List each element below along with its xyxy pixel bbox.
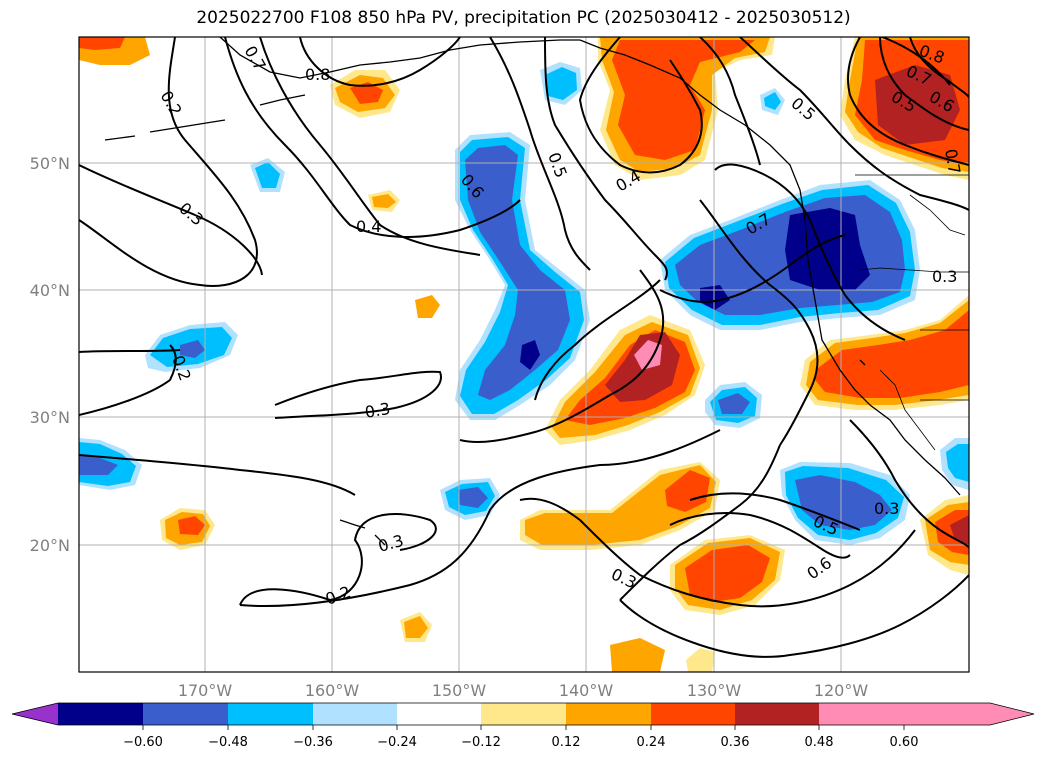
lat-label: 20°N	[30, 536, 70, 555]
colorbar-tick-label: −0.12	[461, 735, 501, 750]
contour-label: 0.4	[356, 217, 381, 236]
colorbar-segment	[143, 703, 228, 725]
negative-anomaly-center-south	[440, 478, 500, 520]
colorbar-tick-label: 0.24	[637, 735, 666, 750]
positive-anomaly-south-center	[520, 462, 720, 550]
colorbar-segment	[313, 703, 397, 725]
colorbar-tick-label: 0.48	[805, 735, 834, 750]
negative-anomaly-band	[455, 132, 590, 420]
longitude-labels: 170°W 160°W 150°W 140°W 130°W 120°W	[178, 681, 869, 700]
lat-label: 50°N	[30, 154, 70, 173]
lon-label: 130°W	[687, 681, 742, 700]
contour-label: 0.7	[941, 147, 964, 175]
colorbar-tick-label: 0.60	[890, 735, 919, 750]
latitude-labels: 50°N 40°N 30°N 20°N	[30, 154, 70, 555]
positive-anomaly-top-left	[79, 37, 150, 65]
pv-contours	[79, 37, 969, 658]
positive-anomaly-hawaii	[160, 508, 215, 550]
lat-label: 40°N	[30, 281, 70, 300]
positive-anomaly-central	[545, 315, 705, 445]
coastlines	[104, 37, 969, 546]
lat-label: 30°N	[30, 408, 70, 427]
colorbar-segment	[566, 703, 651, 725]
contour-label: 0.3	[363, 399, 391, 422]
colorbar-tick-label: −0.48	[208, 735, 248, 750]
lon-label: 150°W	[432, 681, 487, 700]
lon-label: 170°W	[178, 681, 233, 700]
colorbar: −0.60 −0.48 −0.36 −0.24 −0.12 0.12 0.24 …	[11, 702, 1035, 750]
positive-anomaly-small1	[368, 190, 400, 212]
positive-anomaly-gulf	[598, 37, 775, 180]
positive-anomaly-south-east	[670, 535, 785, 615]
colorbar-segment	[651, 703, 735, 725]
colorbar-tick-label: 0.36	[721, 735, 750, 750]
map-frame	[78, 36, 970, 673]
negative-anomaly-right-coast	[940, 438, 969, 490]
gridlines	[79, 37, 969, 672]
contour-label: 0.3	[932, 267, 957, 286]
positive-anomaly-bottom	[400, 612, 715, 672]
contour-label: 0.3	[874, 499, 899, 518]
lon-label: 120°W	[814, 681, 869, 700]
negative-anomaly-left-edge	[79, 438, 142, 490]
colorbar-tick-label: 0.12	[552, 735, 581, 750]
colorbar-segment	[819, 703, 904, 725]
colorbar-extend-high	[904, 703, 1034, 725]
positive-anomaly-small2	[415, 295, 440, 318]
negative-anomaly-southeast	[780, 462, 910, 545]
map-title: 2025022700 F108 850 hPa PV, precipitatio…	[196, 8, 851, 28]
colorbar-segment	[58, 703, 143, 725]
colorbar-extend-low	[12, 703, 58, 725]
colorbar-tick-label: −0.60	[123, 735, 163, 750]
colorbar-segment	[735, 703, 819, 725]
negative-anomaly-small-ne	[250, 88, 785, 192]
negative-anomaly-west	[145, 322, 238, 372]
colorbar-tick-label: −0.36	[293, 735, 333, 750]
contour-label: 0.8	[305, 65, 330, 84]
colorbar-segment	[228, 703, 313, 725]
negative-anomaly-north-pacific	[540, 62, 582, 105]
lon-label: 160°W	[305, 681, 360, 700]
lon-label: 140°W	[559, 681, 614, 700]
colorbar-segment	[481, 703, 566, 725]
colorbar-tick-label: −0.24	[377, 735, 417, 750]
precipitation-shading	[79, 37, 969, 672]
colorbar-segment	[397, 703, 481, 725]
